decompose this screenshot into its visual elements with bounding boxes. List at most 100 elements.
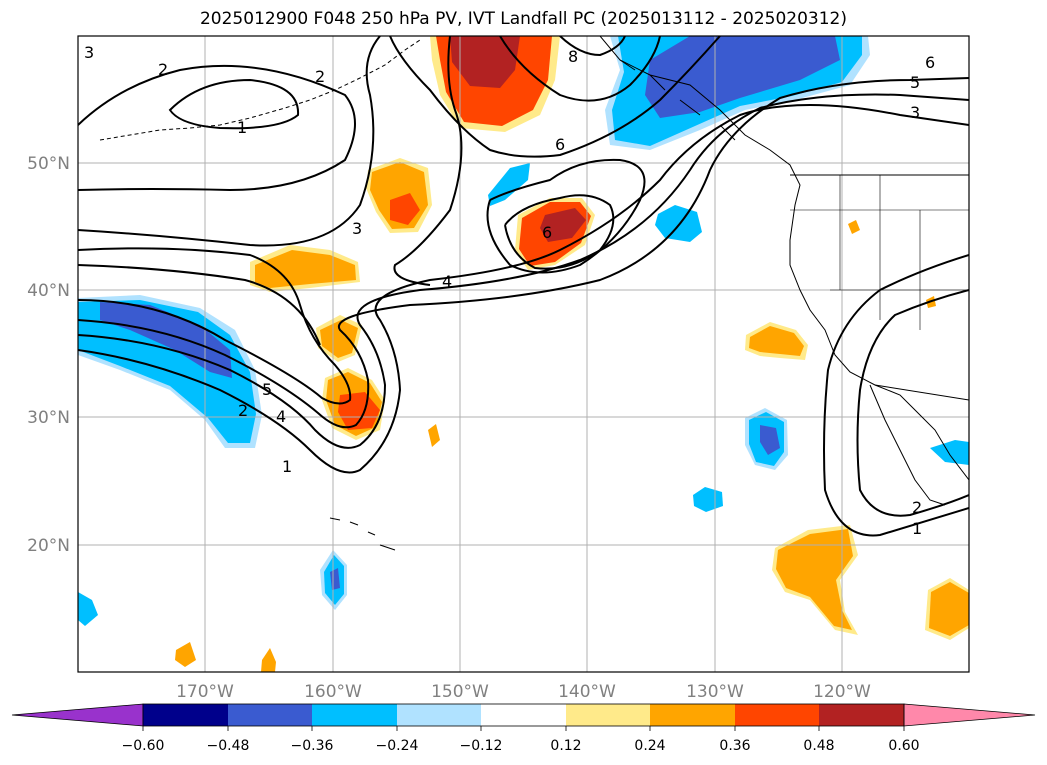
colorbar-segment: [566, 704, 650, 726]
contour-line-4: [78, 104, 969, 474]
contour-label: 2: [912, 498, 922, 517]
contour-line-16: [393, 36, 463, 286]
contour-label: 6: [925, 53, 935, 72]
contour-line-8: [499, 36, 661, 102]
colorbar-segment: [228, 704, 312, 726]
contour-label: 2: [315, 67, 325, 86]
state-borders: [790, 175, 969, 330]
colorbar-tick-label: −0.12: [460, 738, 503, 754]
contour-label: 3: [352, 219, 362, 238]
lon-label: 150°W: [431, 682, 489, 702]
colorbar-tick-label: 0.36: [719, 738, 750, 754]
contour-label: 1: [282, 457, 292, 476]
contour-line-14: [78, 247, 352, 405]
contour-label: 5: [910, 73, 920, 92]
lon-label: 160°W: [304, 682, 362, 702]
contour-line-9: [559, 36, 626, 57]
shade-positive-11: [428, 424, 440, 447]
contour-label: 1: [237, 118, 247, 137]
lat-label: 50°N: [27, 154, 70, 174]
colorbar-segment: [819, 704, 904, 726]
contour-label: 4: [442, 272, 452, 291]
map-frame: [77, 35, 970, 673]
graticule: [78, 36, 969, 672]
us-mexico-border: [874, 384, 969, 401]
contour-label: 3: [84, 43, 94, 62]
hawaii-islands: [329, 517, 396, 551]
colorbar-tick-label: 0.48: [803, 738, 834, 754]
contour-line-6: [78, 77, 969, 429]
colorbar-segment: [312, 704, 397, 726]
contour-line-3: [78, 36, 381, 247]
lat-label: 30°N: [27, 408, 70, 428]
contour-label: 4: [276, 407, 286, 426]
shade-positive-gulf-dark: [450, 36, 520, 88]
colorbar-segment: [481, 704, 566, 726]
contour-line-13: [856, 289, 969, 517]
shade-negative-alaska-dark: [645, 36, 840, 118]
colorbar-ticks: [142, 726, 905, 731]
pv-contours: [78, 36, 969, 537]
shade-positive-8b: [929, 582, 969, 636]
colorbar: −0.60 −0.48 −0.36 −0.24 −0.12 0.12 0.24 …: [11, 703, 1036, 754]
contour-line-2: [168, 78, 300, 130]
colorbar-segment: [397, 704, 481, 726]
contour-line-15: [78, 264, 321, 346]
contour-label: 5: [262, 380, 272, 399]
shade-positive-1c: [390, 193, 420, 225]
map-title: 2025012900 F048 250 hPa PV, IVT Landfall…: [199, 9, 847, 29]
shade-positive-10: [261, 648, 276, 672]
shade-negative-8: [78, 592, 98, 626]
contour-line-7: [389, 36, 721, 158]
contour-line-5: [78, 93, 969, 449]
colorbar-segment: [735, 704, 819, 726]
colorbar-tick-label: −0.48: [207, 738, 250, 754]
shade-positive-5c: [540, 208, 586, 242]
contour-line-1: [78, 64, 356, 192]
colorbar-frame: [142, 703, 905, 727]
colorbar-tick-label: −0.36: [291, 738, 334, 754]
shade-positive-2b: [255, 250, 356, 288]
baja-coast: [869, 384, 946, 506]
coastlines: [99, 36, 969, 551]
shade-negative-6: [930, 440, 969, 465]
contour-label: 1: [912, 519, 922, 538]
contour-label: 6: [542, 223, 552, 242]
contour-label: 3: [910, 103, 920, 122]
contour-label: 2: [238, 401, 248, 420]
contour-label: 8: [568, 47, 578, 66]
lon-label: 170°W: [176, 682, 234, 702]
colorbar-tick-label: −0.24: [376, 738, 419, 754]
colorbar-extend-high: [903, 703, 1036, 727]
latitude-labels: 50°N 40°N 30°N 20°N: [27, 154, 70, 556]
shade-positive-7b: [776, 529, 853, 630]
map-layers: 3 2 2 1 8 6 6 5 3 3 4 6 5 2 4 1 2 1: [78, 36, 969, 672]
contour-labels: 3 2 2 1 8 6 6 5 3 3 4 6 5 2 4 1 2 1: [84, 43, 935, 538]
shade-positive-6b: [749, 326, 804, 356]
shade-negative-4c: [760, 425, 780, 455]
contour-label: 2: [158, 60, 168, 79]
north-america-coast: [599, 36, 969, 481]
canada-islands: [619, 59, 736, 141]
colorbar-tick-label: 0.24: [634, 738, 665, 754]
contour-line-12: [823, 254, 969, 537]
lon-label: 120°W: [813, 682, 871, 702]
colorbar-extend-low: [11, 703, 144, 727]
lon-label: 140°W: [558, 682, 616, 702]
contour-line-10: [486, 158, 646, 274]
colorbar-segment: [650, 704, 735, 726]
longitude-labels: 170°W 160°W 150°W 140°W 130°W 120°W: [176, 682, 871, 702]
shade-positive-3b: [320, 320, 358, 358]
shade-positive-12: [848, 220, 860, 234]
lat-label: 20°N: [27, 536, 70, 556]
lon-label: 130°W: [686, 682, 744, 702]
colorbar-tick-label: −0.60: [122, 738, 165, 754]
shade-negative-3: [655, 205, 702, 242]
contour-label: 6: [555, 135, 565, 154]
shade-positive-9: [175, 642, 196, 667]
contour-line-11: [504, 194, 615, 270]
colorbar-tick-label: 0.12: [550, 738, 581, 754]
colorbar-tick-label: 0.60: [888, 738, 919, 754]
lat-label: 40°N: [27, 281, 70, 301]
